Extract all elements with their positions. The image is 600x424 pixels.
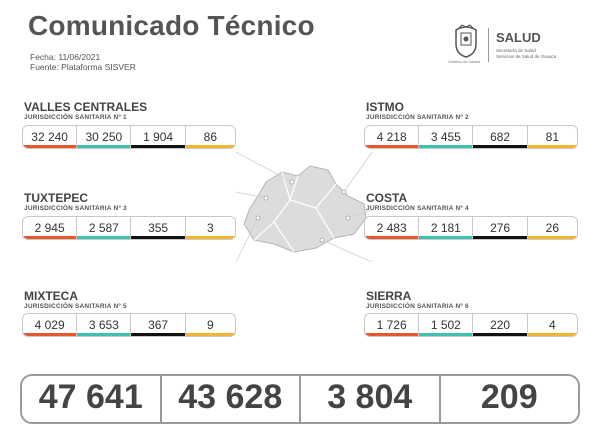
card-value: 9 — [185, 314, 235, 336]
card-value: 86 — [185, 126, 235, 148]
region-name: COSTA — [366, 191, 408, 205]
card-value: 355 — [131, 217, 186, 239]
card-value: 1 502 — [419, 314, 474, 336]
page-title: Comunicado Técnico — [28, 10, 315, 41]
card-value: 3 455 — [419, 126, 474, 148]
state-seal-icon — [455, 24, 477, 58]
region-name: SIERRA — [366, 289, 412, 303]
region-jurisdiction: JURISDICCIÓN SANITARIA Nº 1 — [24, 114, 127, 121]
logo-divider — [488, 28, 489, 62]
totals-bar: 47 641 43 628 3 804 209 — [20, 374, 580, 424]
region-name: TUXTEPEC — [24, 191, 89, 205]
salud-line-1: Secretaría de Salud — [496, 48, 536, 53]
card-value: 4 218 — [365, 126, 420, 148]
region-card: 32 240 30 250 1 904 86 — [22, 125, 236, 149]
salud-logo: Gobierno de Oaxaca SALUD Secretaría de S… — [446, 22, 586, 72]
card-value: 1 904 — [131, 126, 186, 148]
region-jurisdiction: JURISDICCIÓN SANITARIA Nº 5 — [24, 303, 127, 310]
card-value: 2 181 — [419, 217, 474, 239]
region-card: 4 029 3 653 367 9 — [22, 313, 236, 337]
map-markers — [255, 179, 351, 243]
map-region-borders — [253, 171, 337, 253]
region-name: VALLES CENTRALES — [24, 100, 148, 114]
region-name: MIXTECA — [24, 289, 78, 303]
salud-brand: SALUD — [496, 30, 541, 45]
total-value: 43 628 — [162, 376, 301, 422]
map-connector-lines — [236, 152, 372, 262]
total-value: 209 — [480, 378, 538, 416]
oaxaca-map — [236, 152, 372, 262]
card-value: 4 — [527, 314, 577, 336]
card-value: 4 029 — [23, 314, 78, 336]
card-value: 32 240 — [23, 126, 78, 148]
card-value: 1 726 — [365, 314, 420, 336]
card-value: 26 — [527, 217, 577, 239]
card-value: 3 — [185, 217, 235, 239]
total-value: 47 641 — [22, 376, 162, 422]
total-value: 3 804 — [301, 376, 441, 422]
report-date: Fecha: 11/06/2021 — [30, 52, 101, 62]
region-jurisdiction: JURISDICCIÓN SANITARIA Nº 4 — [366, 205, 469, 212]
seal-caption: Gobierno de Oaxaca — [448, 60, 481, 64]
region-card: 1 726 1 502 220 4 — [364, 313, 578, 337]
card-value: 2 587 — [77, 217, 132, 239]
region-jurisdiction: JURISDICCIÓN SANITARIA Nº 2 — [366, 114, 469, 121]
region-card: 2 945 2 587 355 3 — [22, 216, 236, 240]
card-value: 81 — [527, 126, 577, 148]
card-value: 276 — [473, 217, 528, 239]
card-value: 367 — [131, 314, 186, 336]
oaxaca-state-shape — [243, 165, 367, 253]
card-value: 30 250 — [77, 126, 132, 148]
region-card: 2 483 2 181 276 26 — [364, 216, 578, 240]
salud-line-2: Servicios de Salud de Oaxaca — [496, 54, 557, 59]
data-source: Fuente: Plataforma SISVER — [30, 62, 136, 72]
region-name: ISTMO — [366, 100, 404, 114]
card-value: 2 483 — [365, 217, 420, 239]
region-jurisdiction: JURISDICCIÓN SANITARIA Nº 3 — [24, 205, 127, 212]
card-value: 682 — [473, 126, 528, 148]
card-value: 2 945 — [23, 217, 78, 239]
region-card: 4 218 3 455 682 81 — [364, 125, 578, 149]
card-value: 220 — [473, 314, 528, 336]
region-jurisdiction: JURISDICCIÓN SANITARIA Nº 6 — [366, 303, 469, 310]
card-value: 3 653 — [77, 314, 132, 336]
